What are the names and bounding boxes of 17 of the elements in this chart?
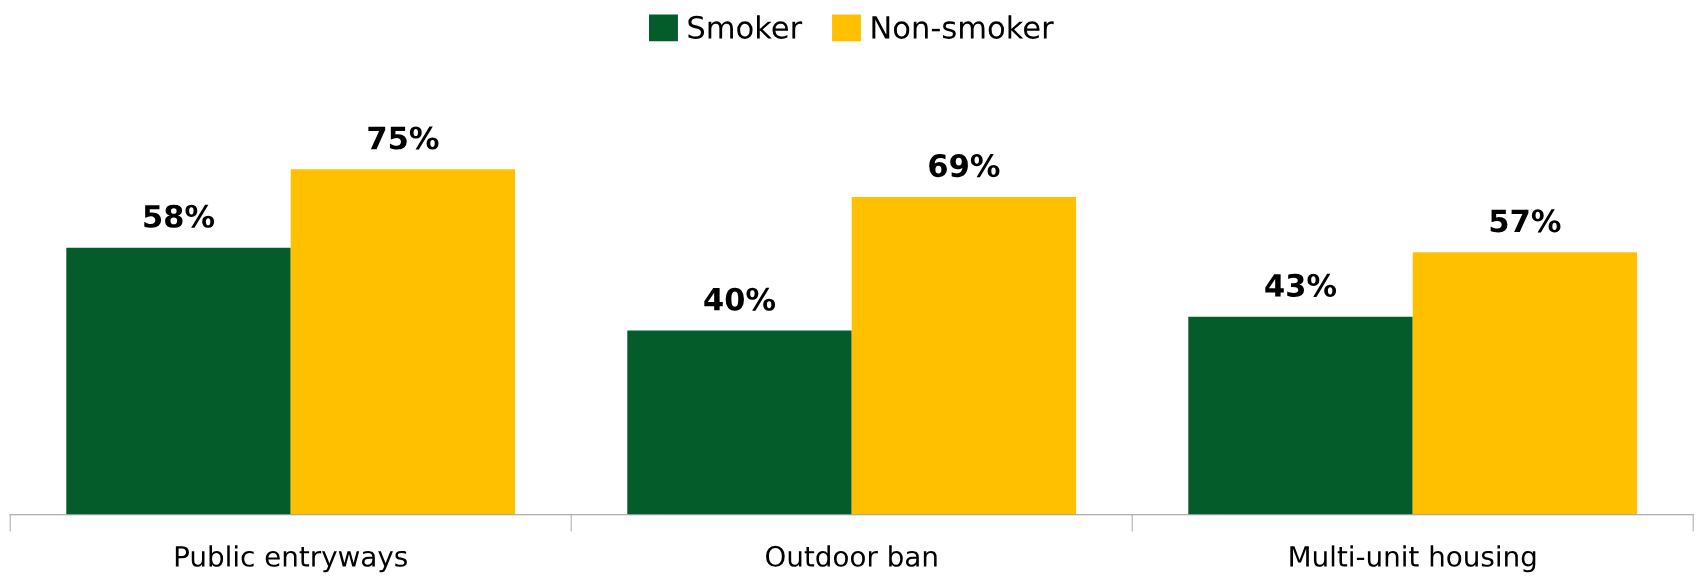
legend-label: Smoker	[688, 15, 803, 39]
data-label: 40%	[704, 287, 776, 311]
data-label: 43%	[1265, 273, 1337, 297]
bar	[1188, 316, 1413, 515]
bar	[1412, 252, 1638, 515]
bar	[290, 169, 516, 515]
bar	[66, 247, 291, 515]
data-label: 75%	[368, 126, 439, 150]
data-label: 58%	[144, 204, 215, 228]
bar	[627, 330, 852, 515]
x-tick-label: Outdoor ban	[766, 545, 937, 567]
legend-label: Non-smoker	[872, 15, 1054, 39]
data-label: 69%	[929, 154, 1000, 178]
data-label: 57%	[1490, 209, 1561, 233]
bar	[851, 197, 1077, 515]
x-tick-label: Multi-unit housing	[1290, 545, 1536, 573]
x-tick-label: Public entryways	[175, 545, 407, 573]
